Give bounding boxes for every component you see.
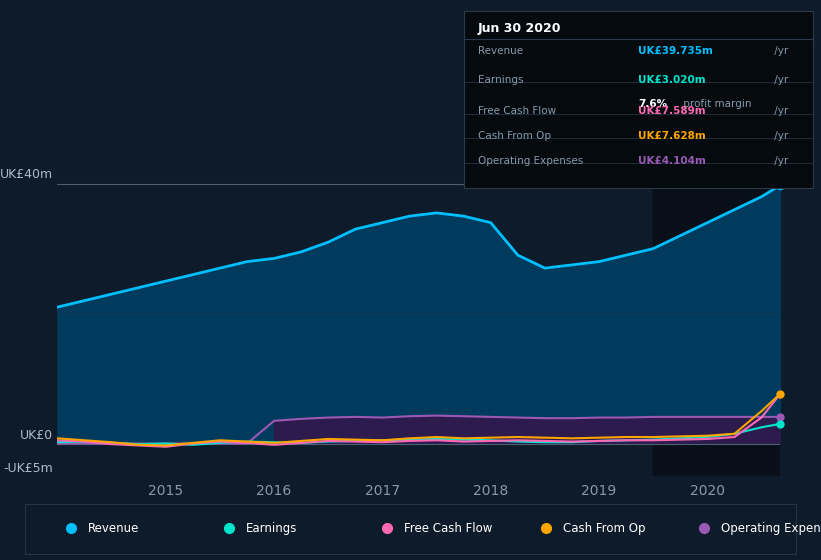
Text: Operating Expenses: Operating Expenses <box>721 522 821 535</box>
Text: Revenue: Revenue <box>88 522 140 535</box>
Text: Earnings: Earnings <box>246 522 297 535</box>
Point <box>773 390 787 399</box>
Text: /yr: /yr <box>771 156 788 166</box>
Text: 7.6%: 7.6% <box>639 100 667 109</box>
Text: Revenue: Revenue <box>478 46 523 57</box>
Text: UK£7.589m: UK£7.589m <box>639 106 706 116</box>
Text: UK£3.020m: UK£3.020m <box>639 74 706 85</box>
Text: Free Cash Flow: Free Cash Flow <box>404 522 493 535</box>
Text: Jun 30 2020: Jun 30 2020 <box>478 22 562 35</box>
Text: /yr: /yr <box>771 46 788 57</box>
Text: UK£7.628m: UK£7.628m <box>639 131 706 141</box>
Point <box>773 181 787 190</box>
Text: Cash From Op: Cash From Op <box>478 131 551 141</box>
Text: Earnings: Earnings <box>478 74 523 85</box>
Text: UK£4.104m: UK£4.104m <box>639 156 706 166</box>
Text: /yr: /yr <box>771 106 788 116</box>
Point <box>773 412 787 421</box>
Text: Operating Expenses: Operating Expenses <box>478 156 583 166</box>
Text: -UK£5m: -UK£5m <box>3 462 53 475</box>
Text: UK£39.735m: UK£39.735m <box>639 46 713 57</box>
Text: Free Cash Flow: Free Cash Flow <box>478 106 556 116</box>
Text: /yr: /yr <box>771 74 788 85</box>
Text: UK£40m: UK£40m <box>0 169 53 181</box>
Point <box>773 419 787 428</box>
Text: Cash From Op: Cash From Op <box>562 522 645 535</box>
Text: UK£0: UK£0 <box>21 429 53 442</box>
Bar <box>654 151 780 476</box>
Text: /yr: /yr <box>771 131 788 141</box>
Text: profit margin: profit margin <box>680 100 752 109</box>
